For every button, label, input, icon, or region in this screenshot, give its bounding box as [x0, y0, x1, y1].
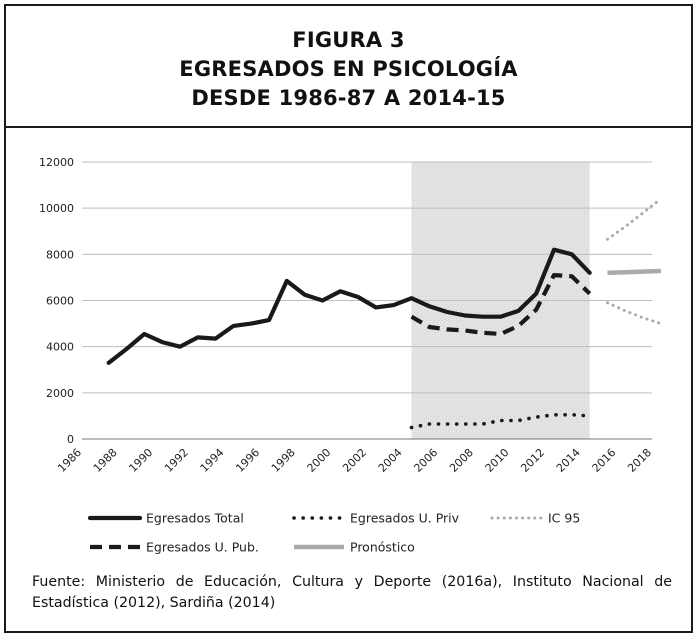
figure-frame: FIGURA 3 EGRESADOS EN PSICOLOGÍA DESDE 1…	[4, 4, 693, 633]
source-text: Fuente: Ministerio de Educación, Cultura…	[32, 574, 672, 611]
figure-title: EGRESADOS EN PSICOLOGÍA	[179, 57, 518, 81]
legend-label-egresados-u-priv: Egresados U. Priv	[350, 511, 460, 526]
x-tick-label: 2010	[483, 446, 512, 475]
legend-label-ic-95: IC 95	[548, 511, 580, 526]
x-tick-label: 1994	[198, 446, 227, 475]
figure-label: FIGURA 3	[292, 28, 405, 52]
legend-label-egresados-total: Egresados Total	[146, 511, 244, 526]
x-tick-label: 1996	[233, 446, 262, 475]
x-tick-label: 1988	[91, 446, 120, 475]
y-tick-label: 2000	[46, 387, 74, 400]
x-tick-label: 2004	[376, 446, 405, 475]
figure-subtitle: DESDE 1986-87 A 2014-15	[191, 86, 506, 110]
series-egresados-u-pub	[410, 273, 592, 337]
x-tick-label: 2006	[411, 446, 440, 475]
legend-label-egresados-u-pub: Egresados U. Pub.	[146, 540, 259, 555]
x-tick-label: 1998	[269, 446, 298, 475]
series-ic-95-upper	[606, 197, 663, 241]
x-tick-label: 2012	[518, 446, 547, 475]
source-note: Fuente: Ministerio de Educación, Cultura…	[32, 572, 672, 614]
x-tick-label: 1990	[126, 446, 155, 475]
x-tick-label: 2002	[340, 446, 369, 475]
series-ic-95-lower	[606, 301, 663, 326]
x-tick-label: 1986	[55, 446, 84, 475]
legend-label-pron-stico: Pronóstico	[350, 540, 415, 555]
y-tick-label: 12000	[39, 156, 74, 169]
x-tick-label: 2000	[305, 446, 334, 475]
series-pron-stico	[607, 268, 661, 276]
x-tick-label: 2018	[625, 446, 654, 475]
x-tick-label: 2014	[554, 446, 583, 475]
x-tick-label: 2008	[447, 446, 476, 475]
y-tick-label: 0	[67, 433, 74, 446]
y-tick-label: 8000	[46, 248, 74, 261]
series-egresados-total	[106, 247, 592, 365]
x-tick-label: 1992	[162, 446, 191, 475]
y-tick-label: 4000	[46, 341, 74, 354]
x-tick-label: 2016	[590, 446, 619, 475]
figure-header: FIGURA 3 EGRESADOS EN PSICOLOGÍA DESDE 1…	[6, 6, 691, 128]
y-tick-label: 10000	[39, 202, 74, 215]
y-tick-label: 6000	[46, 295, 74, 308]
series-egresados-u-priv	[409, 413, 592, 430]
